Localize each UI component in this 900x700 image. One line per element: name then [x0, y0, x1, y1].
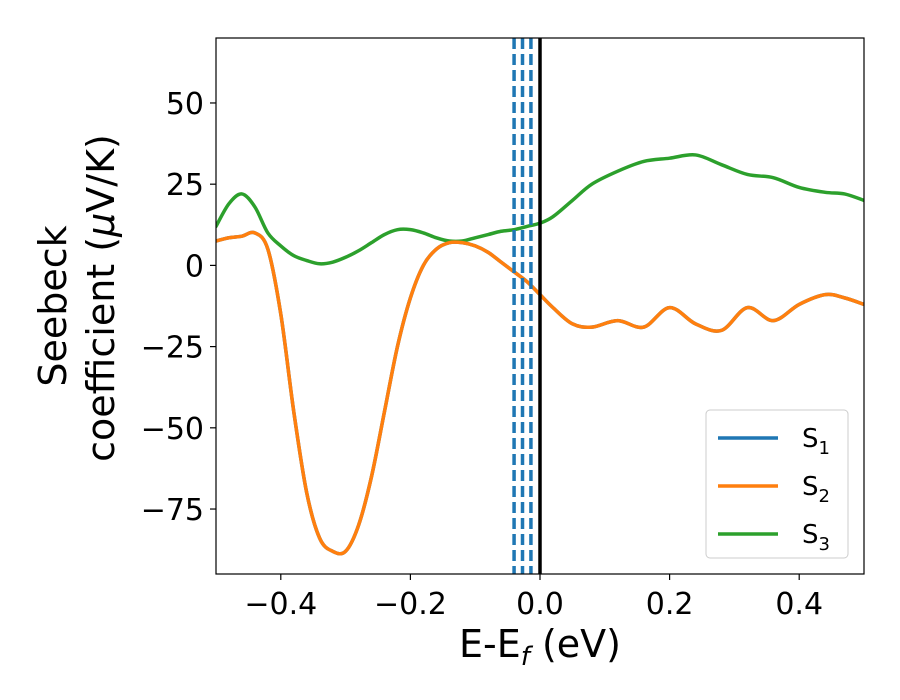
x-tick-label: 0.2 — [646, 587, 694, 622]
y-tick-label: −50 — [141, 412, 204, 447]
y-tick-label: −75 — [141, 493, 204, 528]
y-tick-label: −25 — [141, 331, 204, 366]
axis-ticks: −0.4 −0.2 0.0 0.2 0.4 50 25 0 −25 −50 −75 — [141, 87, 823, 622]
x-tick-label: −0.4 — [244, 587, 317, 622]
x-tick-label: −0.2 — [374, 587, 447, 622]
plot-area — [216, 38, 864, 574]
y-tick-label: 50 — [166, 87, 204, 122]
legend-label-s1: S1 — [802, 424, 830, 459]
x-tick-label: 0.4 — [775, 587, 823, 622]
y-tick-label: 25 — [166, 168, 204, 203]
x-tick-label: 0.0 — [516, 587, 564, 622]
legend-label-s2: S2 — [802, 472, 830, 507]
y-axis-label-line2: coefficient (μV/K) — [79, 134, 123, 462]
series-line-s3 — [216, 152, 864, 266]
series-line-s2 — [216, 230, 864, 556]
legend-label-s3: S3 — [802, 520, 830, 555]
y-axis-label-line1: Seebeck — [31, 225, 75, 386]
legend: S1 S2 S3 — [705, 409, 849, 559]
legend-box — [705, 409, 849, 559]
x-axis-label: E-Ef (eV) — [459, 622, 621, 672]
y-tick-label: 0 — [185, 249, 204, 284]
